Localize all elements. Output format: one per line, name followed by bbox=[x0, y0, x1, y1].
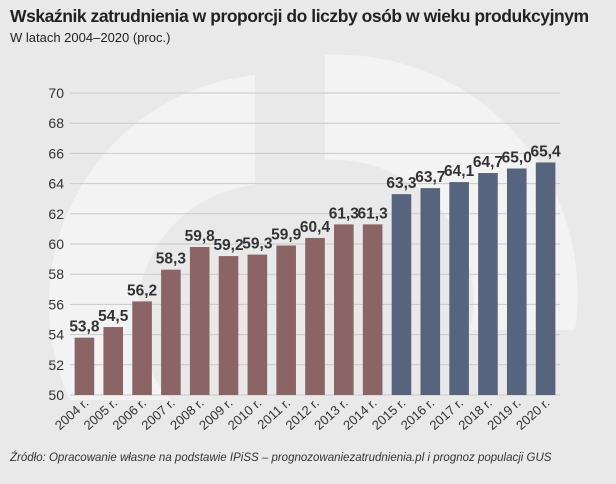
bar-value-label: 58,3 bbox=[156, 251, 187, 268]
bar bbox=[334, 224, 354, 395]
bar-value-label: 61,3 bbox=[358, 205, 389, 222]
bar-chart: 50 52 54 56 58 60 62 64 66 68 70 53,854,5 56,2 58,3 5… bbox=[48, 75, 562, 433]
x-tick-label: 2010 r. bbox=[225, 395, 265, 433]
y-tick-label: 56 bbox=[48, 296, 64, 312]
x-tick-label: 2020 r. bbox=[513, 395, 553, 433]
y-tick-label: 54 bbox=[48, 327, 64, 343]
y-tick-label: 64 bbox=[48, 176, 64, 192]
bar-value-label: 59,9 bbox=[271, 227, 302, 244]
bar bbox=[132, 301, 152, 395]
bar-value-label: 63,3 bbox=[386, 175, 417, 192]
bar-value-label: 63,7 bbox=[415, 169, 445, 186]
source-note: Źródło: Opracowanie własne na podstawie … bbox=[10, 452, 552, 464]
bar bbox=[535, 162, 556, 395]
bar bbox=[305, 237, 325, 395]
bar-value-label: 53,8 bbox=[69, 319, 100, 336]
bar-value-label: 65,4 bbox=[531, 143, 562, 160]
bar bbox=[161, 269, 181, 395]
y-axis-ticks: 50 52 54 56 58 60 62 64 66 68 70 bbox=[48, 85, 64, 403]
bar bbox=[506, 168, 527, 395]
bar bbox=[276, 245, 296, 395]
bar bbox=[218, 256, 239, 395]
bar-value-label: 59,8 bbox=[185, 228, 216, 245]
y-tick-label: 68 bbox=[48, 115, 64, 131]
y-tick-label: 62 bbox=[48, 206, 64, 222]
x-axis-ticks: 2004 r.2005 r.2006 r.2007 r.2008 r.2009 … bbox=[52, 395, 553, 433]
value-labels: 53,854,556,258,359,859,259,359,960,461,3… bbox=[69, 143, 561, 335]
bar-value-label: 65,0 bbox=[502, 150, 532, 167]
y-tick-label: 66 bbox=[48, 145, 64, 161]
y-tick-label: 58 bbox=[48, 266, 64, 282]
bar bbox=[247, 254, 268, 395]
y-tick-label: 60 bbox=[48, 236, 64, 252]
bar bbox=[103, 327, 124, 395]
bar-value-label: 54,5 bbox=[98, 308, 129, 325]
bar bbox=[391, 194, 412, 395]
bar-value-label: 56,2 bbox=[127, 282, 157, 299]
bars bbox=[74, 162, 556, 395]
bar bbox=[189, 247, 210, 395]
bar-value-label: 64,7 bbox=[473, 154, 503, 171]
bar-value-label: 60,4 bbox=[300, 219, 331, 236]
bar bbox=[420, 188, 441, 395]
bar bbox=[74, 337, 95, 395]
y-tick-label: 50 bbox=[48, 387, 64, 403]
bar-value-label: 64,1 bbox=[444, 163, 475, 180]
y-tick-label: 70 bbox=[48, 85, 64, 101]
bar bbox=[478, 173, 498, 395]
bar-value-label: 59,2 bbox=[213, 237, 243, 254]
bar-value-label: 59,3 bbox=[242, 236, 273, 253]
y-tick-label: 52 bbox=[48, 357, 64, 373]
bar bbox=[449, 182, 469, 395]
bar-value-label: 61,3 bbox=[329, 205, 360, 222]
chart-subtitle: W latach 2004–2020 (proc.) bbox=[10, 30, 171, 45]
bar bbox=[362, 224, 383, 395]
decor-arc-left bbox=[48, 75, 255, 400]
chart-title: Wskaźnik zatrudnienia w proporcji do lic… bbox=[10, 6, 589, 26]
